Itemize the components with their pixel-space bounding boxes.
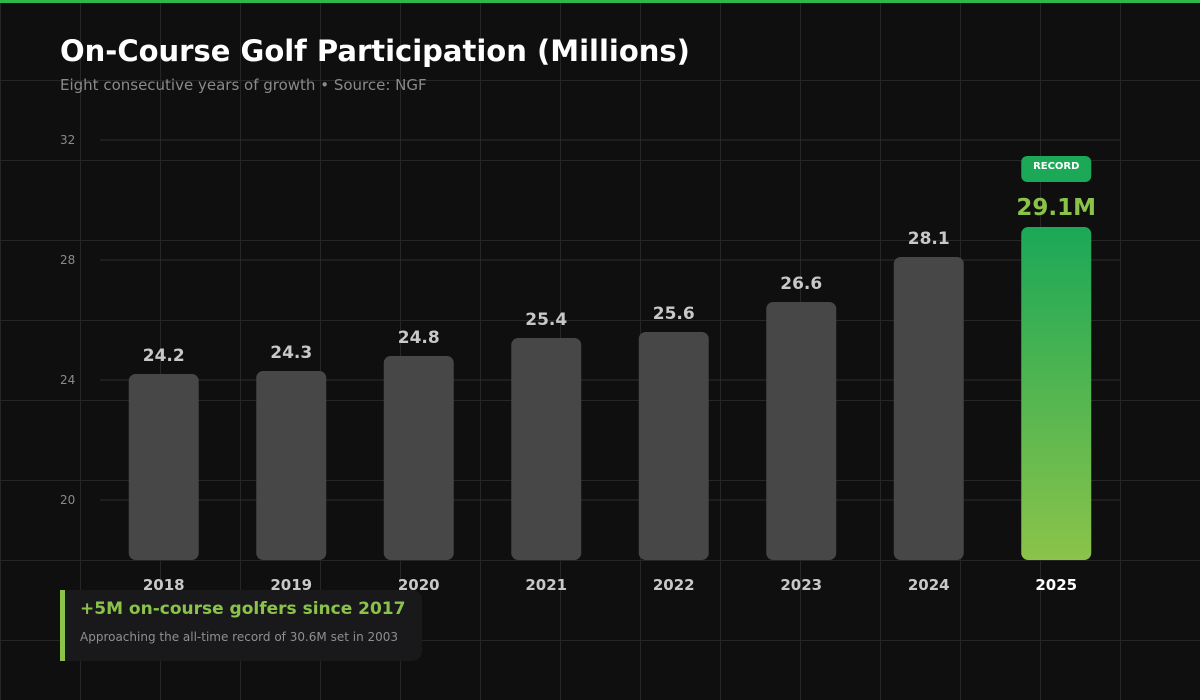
y-tick-label: 32 (60, 133, 75, 147)
x-tick-label: 2020 (398, 576, 440, 594)
x-tick-label: 2021 (525, 576, 567, 594)
bar-2025 (1021, 227, 1092, 560)
bar-2023 (766, 302, 837, 560)
y-tick-label: 20 (60, 493, 75, 507)
y-tick-label: 28 (60, 253, 75, 267)
chart-subtitle: Eight consecutive years of growth • Sour… (60, 76, 427, 94)
bar-2020 (383, 356, 454, 560)
data-label: 24.8 (398, 328, 440, 348)
data-label: 28.1 (908, 229, 950, 249)
x-tick-label: 2018 (143, 576, 185, 594)
bar-2021 (511, 338, 582, 560)
bar-2019 (256, 371, 327, 560)
data-label: 29.1M (1016, 195, 1096, 221)
callout-box: +5M on-course golfers since 2017 Approac… (60, 590, 422, 661)
accent-bar (0, 0, 1200, 3)
x-tick-label: 2022 (653, 576, 695, 594)
callout-text: Approaching the all-time record of 30.6M… (80, 630, 399, 644)
bar-2024 (893, 257, 964, 560)
data-label: 24.2 (143, 346, 185, 366)
data-label: 24.3 (270, 343, 312, 363)
x-tick-label: 2019 (270, 576, 312, 594)
x-tick-label: 2023 (780, 576, 822, 594)
x-tick-label: 2024 (908, 576, 950, 594)
bar-2022 (638, 332, 709, 560)
record-badge-label: RECORD (1033, 161, 1079, 172)
x-tick-label: 2025 (1035, 576, 1077, 594)
y-tick-label: 24 (60, 373, 75, 387)
data-label: 25.4 (525, 310, 567, 330)
callout-title: +5M on-course golfers since 2017 (80, 599, 406, 619)
data-label: 26.6 (780, 274, 822, 294)
chart-title: On-Course Golf Participation (Millions) (60, 34, 690, 68)
record-badge (1021, 156, 1092, 182)
data-label: 25.6 (653, 304, 695, 324)
bar-2018 (128, 374, 199, 560)
